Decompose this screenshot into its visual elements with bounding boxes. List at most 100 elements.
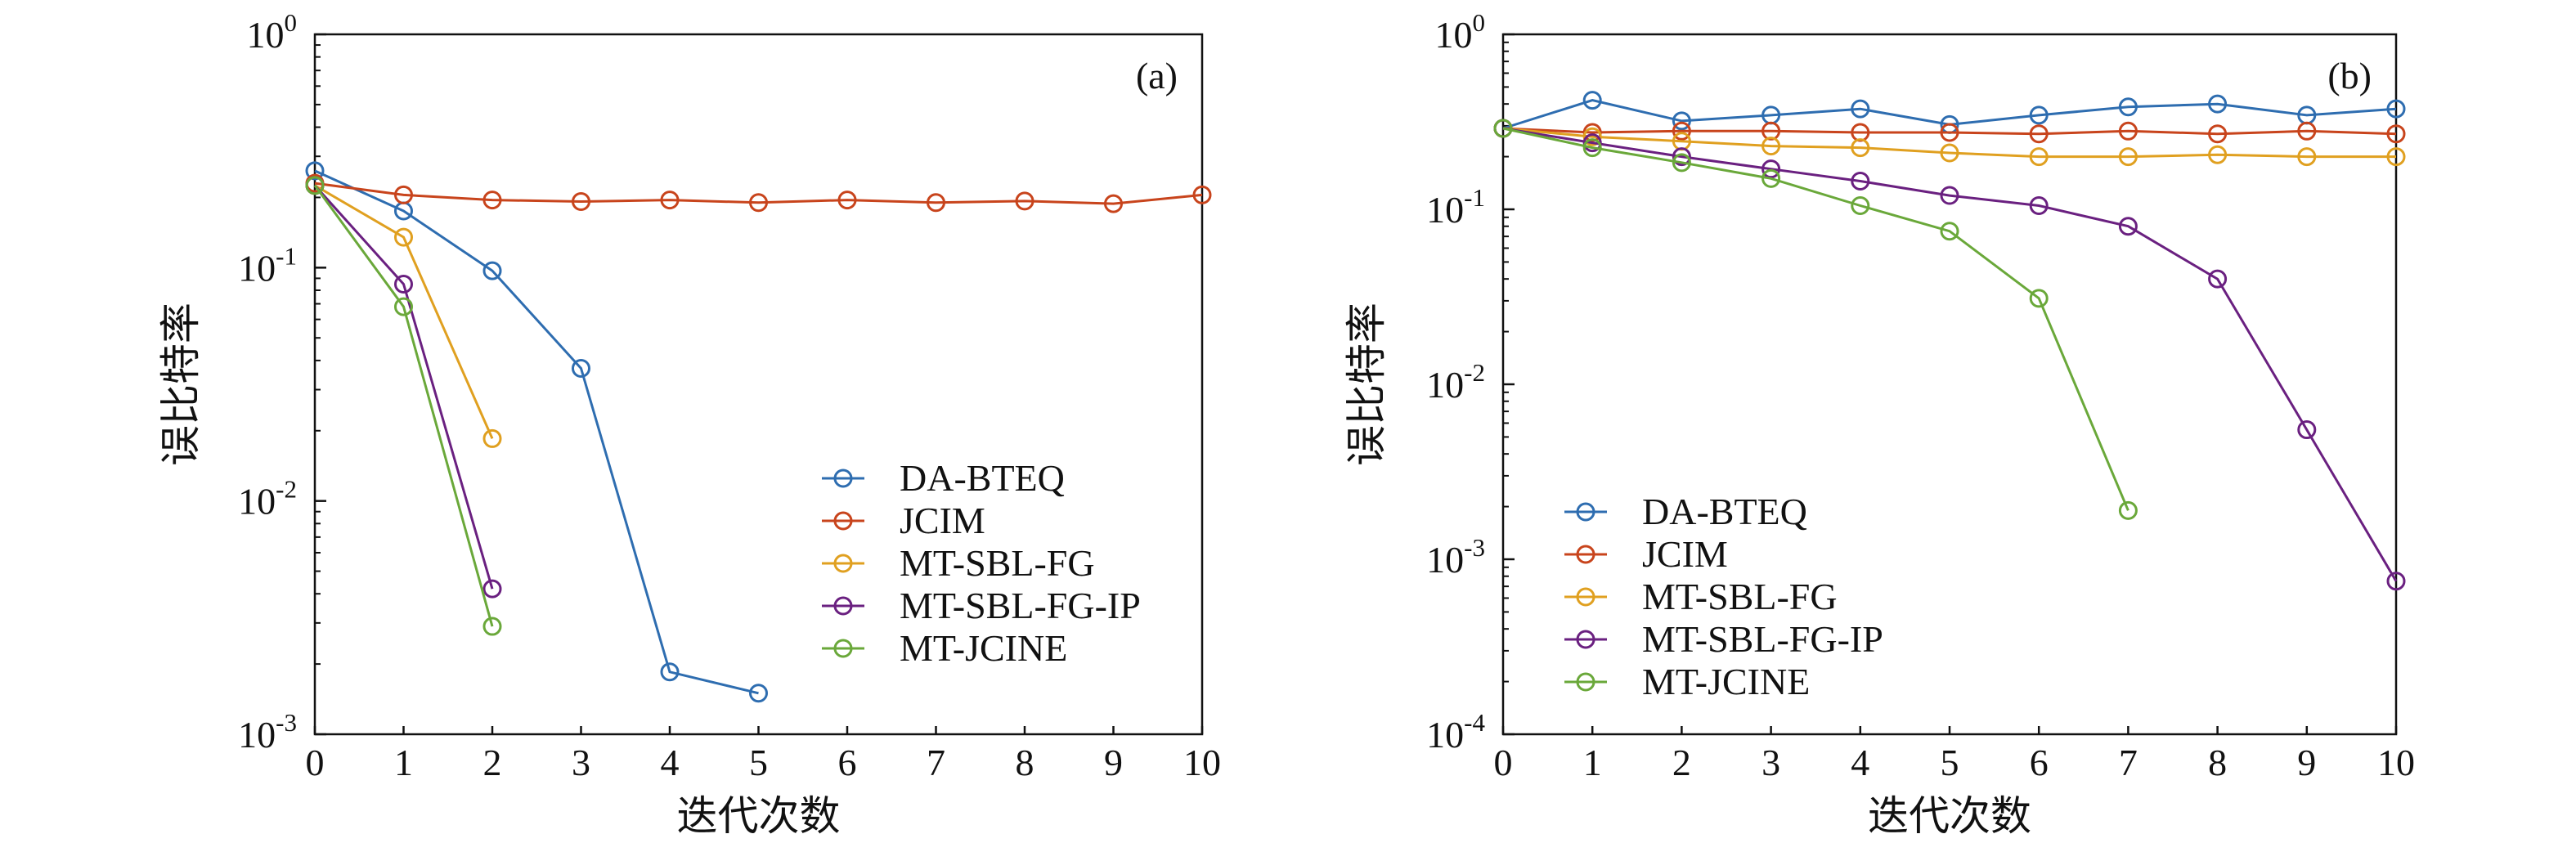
- panel-a-x-tick-label-9: 9: [1104, 742, 1123, 783]
- panel-a-point-jcim-x4: [660, 191, 680, 210]
- panel-a-x-tick-label-6: 6: [838, 742, 857, 783]
- panel-b-point-jcim-x5: [1940, 123, 1959, 142]
- panel-a-point-mt-sbl-fg-ip-x2: [482, 579, 502, 599]
- panel-b-point-jcim-x6: [2029, 124, 2049, 144]
- panel-b-x-tick-label-1: 1: [1583, 742, 1602, 783]
- panel-a-y-tick-exponent: -2: [276, 475, 297, 504]
- panel-b-point-mt-jcine-x6: [2029, 289, 2049, 308]
- panel-b-point-mt-sbl-fg-ip-x7: [2118, 217, 2138, 236]
- panel-b-x-tick-label-10: 10: [2377, 742, 2415, 783]
- panel-b-point-mt-sbl-fg-x5: [1940, 143, 1959, 163]
- panel-b-point-mt-sbl-fg-ip-x2: [1672, 147, 1691, 167]
- panel-a-y-tick-base: 10: [247, 14, 285, 56]
- panel-b-x-axis-label: 迭代次数: [1868, 793, 2031, 839]
- panel-b-y-tick-exponent: -2: [1464, 358, 1485, 387]
- panel-a-y-tick-base: 10: [238, 247, 276, 289]
- panel-a-x-tick-label-5: 5: [749, 742, 768, 783]
- panel-b-x-tick-label-5: 5: [1941, 742, 1959, 783]
- panel-b-point-mt-sbl-fg-ip-x6: [2029, 195, 2049, 215]
- panel-a-x-tick-label-10: 10: [1183, 742, 1221, 783]
- panel-b-point-mt-jcine-x5: [1940, 222, 1959, 241]
- panel-b-y-tick-base: 10: [1426, 364, 1464, 406]
- panel-b-y-tick-exponent: -3: [1464, 533, 1485, 562]
- panel-b-series-line-mt-sbl-fg-ip: [1502, 127, 2398, 582]
- panel-b-point-da-bteq-x7: [2118, 97, 2138, 117]
- panel-b: 0 1 2 3 4 5 6 7 8 9 1010010-110-210-310-4迭代次数误比特率(…: [1344, 8, 2415, 839]
- panel-b-legend-swatch-marker: [1576, 630, 1595, 649]
- panel-a-point-jcim-x1: [394, 185, 413, 204]
- panel-b-point-mt-sbl-fg-ip-x8: [2208, 269, 2228, 289]
- panel-a-series-line-mt-sbl-fg-ip: [313, 184, 494, 590]
- panel-b-point-jcim-x2: [1672, 121, 1691, 141]
- panel-b-legend-swatch-marker: [1576, 502, 1595, 522]
- panel-b-legend-label-da-bteq: DA-BTEQ: [1642, 491, 1807, 532]
- panel-b-y-tick-exponent: -4: [1464, 708, 1485, 737]
- panel-b-point-mt-sbl-fg-x8: [2208, 145, 2228, 164]
- panel-b-point-jcim-x9: [2297, 121, 2317, 141]
- panel-b-y-tick-label: 100: [1435, 8, 1486, 56]
- panel-a-point-mt-sbl-fg-x2: [482, 428, 502, 448]
- panel-b-series-line-jcim: [1502, 127, 2397, 136]
- panel-b-point-mt-sbl-fg-ip-x1: [1582, 133, 1602, 153]
- panel-a-x-axis-label: 迭代次数: [677, 793, 841, 839]
- panel-b-point-mt-sbl-fg-x9: [2297, 147, 2317, 167]
- panel-a-point-da-bteq-x4: [660, 662, 680, 682]
- panel-b-x-tick-label-6: 6: [2030, 742, 2049, 783]
- panel-a-x-tick-label-2: 2: [483, 742, 502, 783]
- panel-b-x-tick-label-7: 7: [2119, 742, 2138, 783]
- panel-b-series-mt-sbl-fg: [1493, 119, 2406, 167]
- panel-a-point-jcim-x10: [1192, 185, 1212, 204]
- panel-a-legend-label-jcim: JCIM: [900, 500, 985, 541]
- panel-a-series-jcim: [305, 173, 1212, 213]
- panel-a-series-mt-jcine: [305, 176, 502, 636]
- panel-b-point-jcim-x8: [2208, 124, 2228, 144]
- panel-b-point-da-bteq-x8: [2208, 94, 2228, 114]
- panel-a-series-line-da-bteq: [314, 169, 759, 695]
- panel-b-x-tick-label-2: 2: [1672, 742, 1691, 783]
- panel-a-legend-label-mt-sbl-fg: MT-SBL-FG: [900, 542, 1095, 584]
- panel-a-y-axis-label: 误比特率: [158, 303, 204, 466]
- panel-a-tag: (a): [1136, 55, 1178, 96]
- panel-a-point-da-bteq-x3: [572, 359, 590, 379]
- panel-a-x-tick-label-7: 7: [927, 742, 945, 783]
- panel-a-series-line-jcim: [314, 182, 1203, 205]
- panel-a-legend-label-mt-jcine: MT-JCINE: [900, 627, 1067, 669]
- panel-a-point-da-bteq-x0: [305, 161, 325, 181]
- panel-b-point-mt-jcine-x1: [1582, 138, 1602, 158]
- panel-a-legend-label-da-bteq: DA-BTEQ: [900, 457, 1065, 499]
- panel-a-legend-swatch-marker: [833, 469, 853, 488]
- panel-a-point-da-bteq-x2: [482, 261, 502, 280]
- panel-b-point-mt-sbl-fg-ip-x4: [1851, 171, 1870, 191]
- panel-b-point-mt-jcine-x2: [1672, 153, 1691, 173]
- panel-b-point-mt-jcine-x0: [1493, 119, 1513, 138]
- panel-a-x-tick-label-3: 3: [572, 742, 590, 783]
- panel-a-y-tick-exponent: 0: [285, 8, 298, 37]
- panel-a-point-jcim-x9: [1104, 194, 1123, 213]
- panel-b-legend-label-mt-sbl-fg: MT-SBL-FG: [1642, 576, 1838, 617]
- panel-b-y-tick-label: 10-1: [1426, 183, 1485, 231]
- panel-b-point-mt-sbl-fg-ip-x3: [1761, 159, 1781, 179]
- panel-b-point-mt-sbl-fg-x7: [2118, 147, 2138, 167]
- panel-b-legend-label-mt-sbl-fg-ip: MT-SBL-FG-IP: [1642, 618, 1883, 660]
- panel-a-series-line-mt-jcine: [313, 184, 494, 627]
- panel-b-x-tick-label-3: 3: [1761, 742, 1780, 783]
- panel-a-y-tick-label: 10-1: [238, 241, 297, 289]
- panel-a-y-tick-label: 10-2: [238, 475, 297, 522]
- panel-b-y-axis-label: 误比特率: [1344, 303, 1389, 466]
- panel-a-legend-swatch-marker: [833, 554, 853, 573]
- panel-b-point-da-bteq-x6: [2029, 105, 2049, 125]
- panel-a-y-tick-exponent: -3: [276, 708, 297, 737]
- panel-a-y-tick-base: 10: [238, 714, 276, 756]
- panel-b-point-mt-sbl-fg-ip-x5: [1940, 186, 1959, 205]
- panel-a-point-jcim-x7: [927, 193, 945, 213]
- panel-a-point-jcim-x2: [482, 191, 502, 210]
- panel-a-point-mt-sbl-fg-x1: [394, 227, 413, 247]
- panel-a-point-mt-jcine-x0: [305, 176, 325, 195]
- panel-b-point-mt-sbl-fg-x10: [2386, 147, 2406, 167]
- panel-b-y-tick-label: 10-4: [1426, 708, 1485, 756]
- panel-a-x-tick-label-0: 0: [306, 742, 325, 783]
- panel-b-y-tick-label: 10-2: [1426, 358, 1485, 406]
- panel-b-series-line-mt-jcine: [1502, 127, 2129, 511]
